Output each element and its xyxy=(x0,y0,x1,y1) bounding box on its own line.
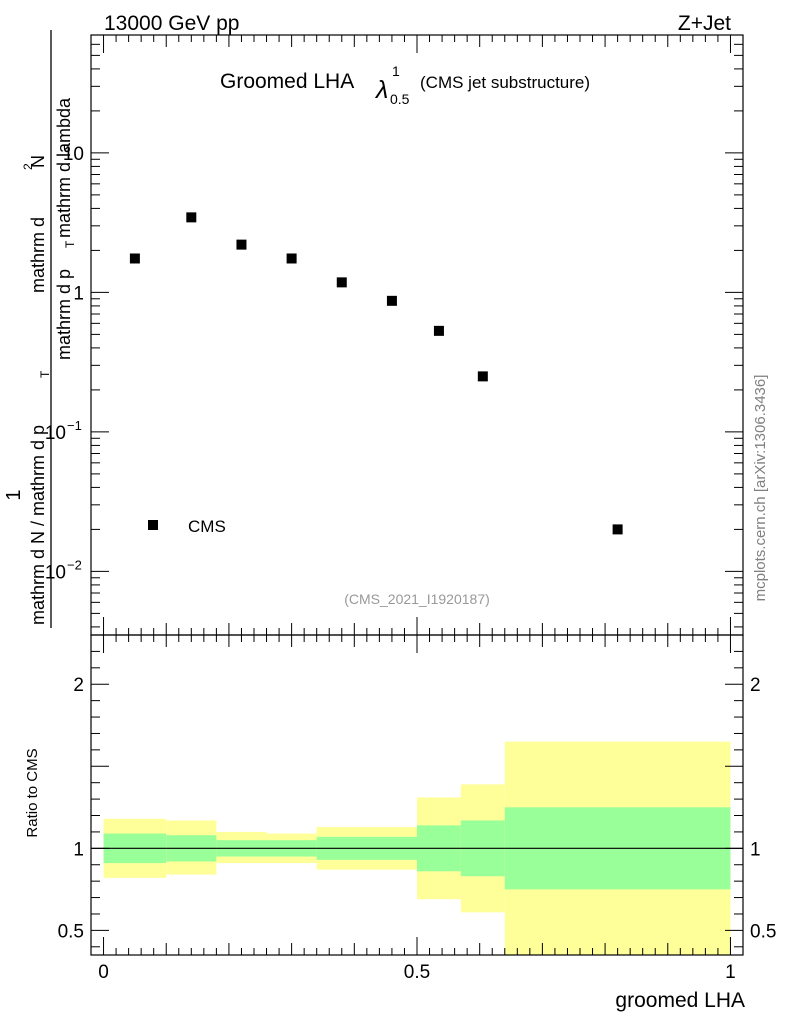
data-point xyxy=(236,239,247,250)
title-lambda-symbol: λ xyxy=(374,76,388,104)
main-y-tick-label: 1 xyxy=(73,283,84,304)
main-y-tick-label: 10 xyxy=(45,562,66,583)
side-label: mcplots.cern.ch [arXiv:1306.3436] xyxy=(752,375,769,602)
ratio-y-tick-label: 2 xyxy=(73,675,84,696)
ylabel-numerator-tail: mathrm d lambda xyxy=(54,97,74,238)
ylabel-numerator-bottom: mathrm d p xyxy=(54,269,74,360)
title-subscript: 0.5 xyxy=(390,91,410,107)
ylabel-denominator-text: mathrm d N / mathrm d p xyxy=(28,425,48,625)
x-tick-label: 0.5 xyxy=(404,962,430,983)
main-y-tick-exponent: −1 xyxy=(67,418,82,433)
data-point xyxy=(386,295,397,306)
main-y-tick-exponent: −2 xyxy=(67,557,82,572)
process-label: Z+Jet xyxy=(678,12,731,35)
ylabel-numerator-sup: 2 xyxy=(21,163,35,170)
ylabel-denominator-sub: T xyxy=(38,370,52,378)
ratio-frame xyxy=(90,634,744,956)
data-point xyxy=(612,524,623,535)
ratio-y-tick-label: 0.5 xyxy=(58,921,84,942)
data-point xyxy=(336,277,347,288)
data-point xyxy=(477,371,488,382)
main-ylabel: mathrm d 2 N mathrm d p T mathrm d lambd… xyxy=(3,30,77,628)
main-y-tick-label: 10 xyxy=(63,144,84,165)
ylabel-numerator-sub: T xyxy=(63,240,77,248)
data-points xyxy=(129,212,623,535)
data-point xyxy=(129,253,140,264)
ylabel-numerator-text: mathrm d xyxy=(28,217,48,293)
ratio-y-tick-label-right: 0.5 xyxy=(750,921,776,942)
x-tick-label: 0 xyxy=(98,962,109,983)
title-suffix: (CMS jet substructure) xyxy=(420,73,590,92)
x-ticks: 0 0.5 1 xyxy=(98,35,736,983)
energy-label: 13000 GeV pp xyxy=(104,12,239,35)
ratio-y-tick-label-right: 2 xyxy=(750,675,761,696)
legend: CMS xyxy=(148,517,226,536)
ratio-y-tick-label: 1 xyxy=(73,839,84,860)
ylabel-denominator-one: 1 xyxy=(3,489,25,500)
ratio-ylabel: Ratio to CMS xyxy=(24,748,41,837)
title-superscript: 1 xyxy=(392,63,400,79)
ratio-panel: 2 21 10.5 0.5 0 0.5 1 Ratio to CMS groomed LH… xyxy=(24,35,776,1012)
x-tick-label: 1 xyxy=(725,962,736,983)
legend-marker xyxy=(148,520,158,530)
analysis-id: (CMS_2021_I1920187) xyxy=(344,591,490,607)
ratio-y-ticks: 2 2 1 1 0.5 0.5 xyxy=(58,634,776,948)
plot-title: Groomed LHA λ 1 0.5 (CMS jet substructur… xyxy=(220,63,590,107)
x-axis-label: groomed LHA xyxy=(615,989,745,1012)
ylabel-numerator-n: N xyxy=(28,155,48,168)
data-point xyxy=(186,212,197,223)
legend-label: CMS xyxy=(188,517,226,536)
main-y-tick-label: 10 xyxy=(45,423,66,444)
data-point xyxy=(433,325,444,336)
data-point xyxy=(286,253,297,264)
ratio-y-tick-label-right: 1 xyxy=(750,839,761,860)
main-frame xyxy=(90,34,744,636)
title-main: Groomed LHA xyxy=(220,70,354,93)
